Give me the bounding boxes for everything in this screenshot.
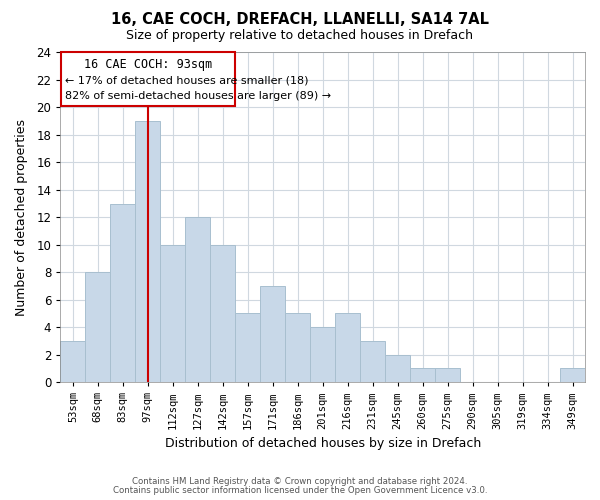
Bar	[560, 368, 585, 382]
Text: Size of property relative to detached houses in Drefach: Size of property relative to detached ho…	[127, 28, 473, 42]
Bar	[385, 354, 410, 382]
Bar	[285, 314, 310, 382]
Text: Contains public sector information licensed under the Open Government Licence v3: Contains public sector information licen…	[113, 486, 487, 495]
Text: 16 CAE COCH: 93sqm: 16 CAE COCH: 93sqm	[84, 58, 212, 71]
Bar	[260, 286, 285, 382]
FancyBboxPatch shape	[61, 52, 235, 106]
Bar	[435, 368, 460, 382]
Bar	[310, 327, 335, 382]
Bar	[235, 314, 260, 382]
Text: 16, CAE COCH, DREFACH, LLANELLI, SA14 7AL: 16, CAE COCH, DREFACH, LLANELLI, SA14 7A…	[111, 12, 489, 28]
Bar	[410, 368, 435, 382]
X-axis label: Distribution of detached houses by size in Drefach: Distribution of detached houses by size …	[164, 437, 481, 450]
Bar	[136, 121, 160, 382]
Text: Contains HM Land Registry data © Crown copyright and database right 2024.: Contains HM Land Registry data © Crown c…	[132, 477, 468, 486]
Bar	[185, 218, 210, 382]
Bar	[210, 245, 235, 382]
Text: 82% of semi-detached houses are larger (89) →: 82% of semi-detached houses are larger (…	[65, 92, 331, 102]
Text: ← 17% of detached houses are smaller (18): ← 17% of detached houses are smaller (18…	[65, 76, 308, 86]
Bar	[61, 341, 85, 382]
Bar	[360, 341, 385, 382]
Bar	[110, 204, 136, 382]
Bar	[335, 314, 360, 382]
Y-axis label: Number of detached properties: Number of detached properties	[15, 119, 28, 316]
Bar	[160, 245, 185, 382]
Bar	[85, 272, 110, 382]
